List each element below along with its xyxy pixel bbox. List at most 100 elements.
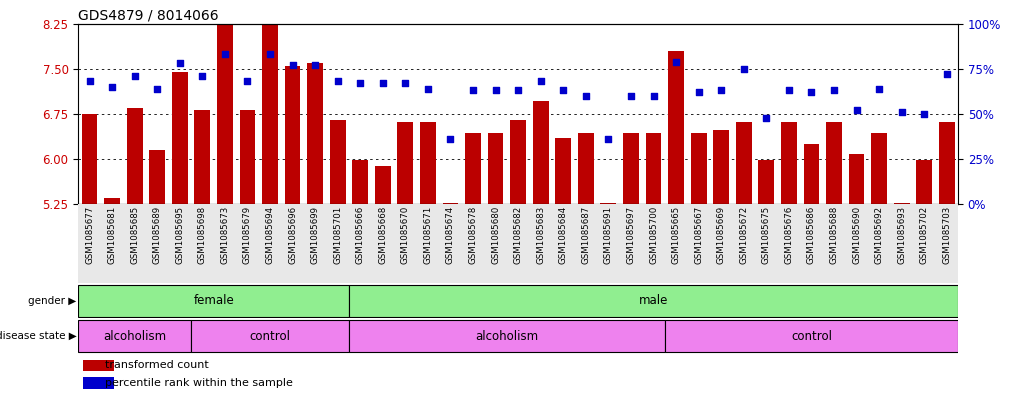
Bar — [149, 150, 165, 204]
Bar — [488, 133, 503, 204]
Text: GSM1085692: GSM1085692 — [875, 206, 884, 264]
Text: GSM1085685: GSM1085685 — [130, 206, 139, 264]
Point — [848, 107, 864, 114]
Point — [398, 80, 414, 86]
Bar — [105, 198, 120, 204]
Text: GDS4879 / 8014066: GDS4879 / 8014066 — [78, 8, 219, 22]
Bar — [307, 63, 323, 204]
Point — [916, 111, 933, 117]
Point — [285, 62, 301, 68]
Bar — [646, 133, 661, 204]
Point — [487, 87, 503, 94]
Point — [81, 78, 98, 84]
Point — [442, 136, 459, 142]
Point — [533, 78, 549, 84]
Point — [307, 62, 323, 68]
Bar — [217, 20, 233, 204]
Bar — [285, 66, 300, 204]
Text: GSM1085681: GSM1085681 — [108, 206, 117, 264]
Bar — [442, 202, 459, 204]
Text: GSM1085666: GSM1085666 — [356, 206, 365, 264]
Bar — [848, 154, 864, 204]
Text: percentile rank within the sample: percentile rank within the sample — [105, 378, 293, 388]
Text: GSM1085673: GSM1085673 — [221, 206, 230, 264]
Bar — [668, 51, 684, 204]
Text: GSM1085694: GSM1085694 — [265, 206, 275, 264]
Bar — [713, 130, 729, 204]
Text: GSM1085671: GSM1085671 — [423, 206, 432, 264]
Text: disease state ▶: disease state ▶ — [0, 331, 76, 341]
Bar — [82, 377, 114, 389]
Text: alcoholism: alcoholism — [103, 329, 166, 343]
Text: alcoholism: alcoholism — [475, 329, 538, 343]
Text: GSM1085678: GSM1085678 — [469, 206, 478, 264]
Bar — [78, 285, 349, 317]
Point — [510, 87, 527, 94]
Text: GSM1085700: GSM1085700 — [649, 206, 658, 264]
Bar — [352, 160, 368, 204]
Text: GSM1085680: GSM1085680 — [491, 206, 500, 264]
Text: transformed count: transformed count — [105, 360, 208, 371]
Text: GSM1085691: GSM1085691 — [604, 206, 613, 264]
Point — [555, 87, 572, 94]
Bar — [465, 133, 481, 204]
Point — [172, 60, 188, 66]
Point — [578, 93, 594, 99]
Text: GSM1085687: GSM1085687 — [582, 206, 590, 264]
Text: GSM1085669: GSM1085669 — [717, 206, 726, 264]
Bar — [872, 133, 887, 204]
Point — [126, 73, 142, 79]
Text: GSM1085684: GSM1085684 — [558, 206, 567, 264]
Text: GSM1085686: GSM1085686 — [806, 206, 816, 264]
Text: GSM1085693: GSM1085693 — [897, 206, 906, 264]
Point — [239, 78, 255, 84]
Text: GSM1085672: GSM1085672 — [739, 206, 749, 264]
Point — [871, 86, 887, 92]
Text: GSM1085679: GSM1085679 — [243, 206, 252, 264]
Bar — [736, 122, 752, 204]
Point — [803, 89, 820, 95]
Bar — [803, 144, 820, 204]
Text: GSM1085697: GSM1085697 — [626, 206, 636, 264]
Text: GSM1085690: GSM1085690 — [852, 206, 861, 264]
Bar — [172, 72, 188, 204]
Bar — [600, 202, 616, 204]
Point — [735, 66, 752, 72]
Point — [104, 84, 120, 90]
Text: GSM1085677: GSM1085677 — [85, 206, 95, 264]
Text: GSM1085675: GSM1085675 — [762, 206, 771, 264]
Text: gender ▶: gender ▶ — [28, 296, 76, 306]
Bar — [330, 120, 346, 204]
Point — [465, 87, 481, 94]
Bar — [82, 360, 114, 371]
Text: GSM1085668: GSM1085668 — [378, 206, 387, 264]
Point — [622, 93, 639, 99]
Point — [646, 93, 662, 99]
Text: GSM1085699: GSM1085699 — [310, 206, 319, 264]
Point — [691, 89, 707, 95]
Text: GSM1085674: GSM1085674 — [446, 206, 455, 264]
Text: female: female — [193, 294, 234, 307]
Text: GSM1085695: GSM1085695 — [175, 206, 184, 264]
Bar — [894, 202, 909, 204]
Text: GSM1085703: GSM1085703 — [942, 206, 951, 264]
Point — [352, 80, 368, 86]
Text: GSM1085702: GSM1085702 — [919, 206, 929, 264]
Bar — [623, 133, 639, 204]
Text: GSM1085689: GSM1085689 — [153, 206, 162, 264]
Bar — [511, 120, 526, 204]
Bar — [78, 320, 191, 352]
Point — [781, 87, 797, 94]
Point — [713, 87, 729, 94]
Text: GSM1085676: GSM1085676 — [784, 206, 793, 264]
Text: GSM1085665: GSM1085665 — [671, 206, 680, 264]
Text: control: control — [249, 329, 291, 343]
Bar — [262, 20, 278, 204]
Point — [420, 86, 436, 92]
Text: GSM1085667: GSM1085667 — [695, 206, 703, 264]
Text: GSM1085701: GSM1085701 — [334, 206, 342, 264]
Bar — [781, 122, 796, 204]
Text: GSM1085682: GSM1085682 — [514, 206, 523, 264]
Point — [758, 114, 774, 121]
Bar — [826, 122, 842, 204]
